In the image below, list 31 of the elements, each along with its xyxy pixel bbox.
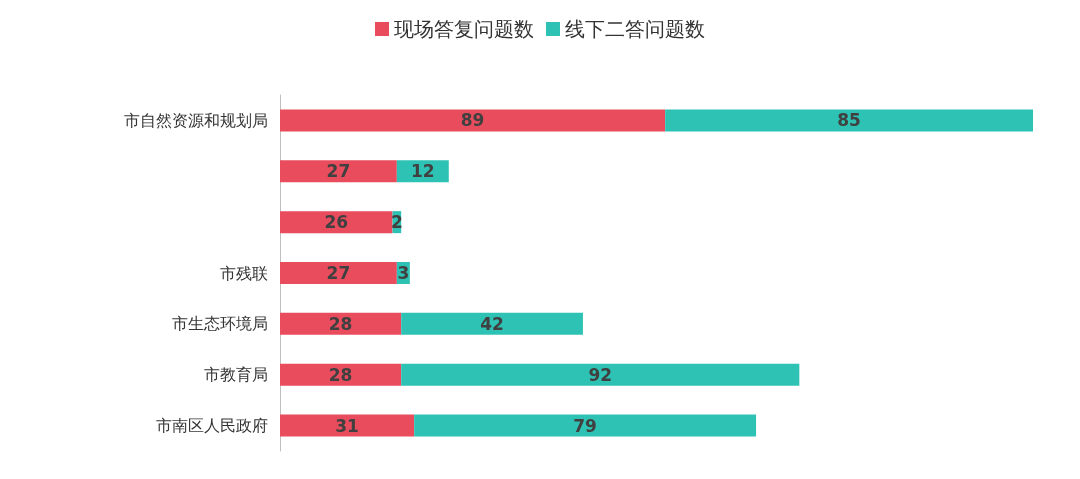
- y-tick-label: 市自然资源和规划局: [124, 111, 268, 129]
- data-label: 85: [837, 110, 861, 131]
- data-label: 27: [326, 161, 351, 182]
- legend-label: 线下二答问题数: [565, 18, 705, 40]
- bar: [280, 262, 397, 284]
- bar: [414, 414, 757, 437]
- y-tick-label: 市残联: [220, 264, 268, 282]
- y-tick-label: 市教育局: [204, 366, 268, 384]
- data-label: 31: [335, 415, 359, 436]
- data-label: 28: [328, 364, 353, 385]
- data-label: 26: [324, 212, 349, 233]
- data-label: 12: [410, 161, 435, 182]
- data-label: 42: [480, 313, 504, 334]
- bar: [280, 363, 402, 386]
- bar: [280, 312, 402, 335]
- data-label: 27: [326, 263, 351, 283]
- bar: [280, 414, 415, 437]
- bar: [665, 109, 1034, 132]
- bar: [280, 160, 397, 183]
- y-tick-label: 市南区人民政府: [156, 417, 268, 435]
- data-label: 79: [573, 415, 597, 436]
- bar: [401, 312, 583, 335]
- bar: [280, 109, 666, 132]
- y-tick-label: 市生态环境局: [172, 315, 268, 333]
- data-label: 28: [328, 313, 353, 334]
- data-label: 3: [397, 263, 410, 283]
- bar: [401, 363, 800, 386]
- data-label: 92: [588, 364, 613, 385]
- bar: [280, 211, 393, 234]
- data-label: 89: [460, 110, 485, 131]
- legend-label: 现场答复问题数: [394, 18, 534, 40]
